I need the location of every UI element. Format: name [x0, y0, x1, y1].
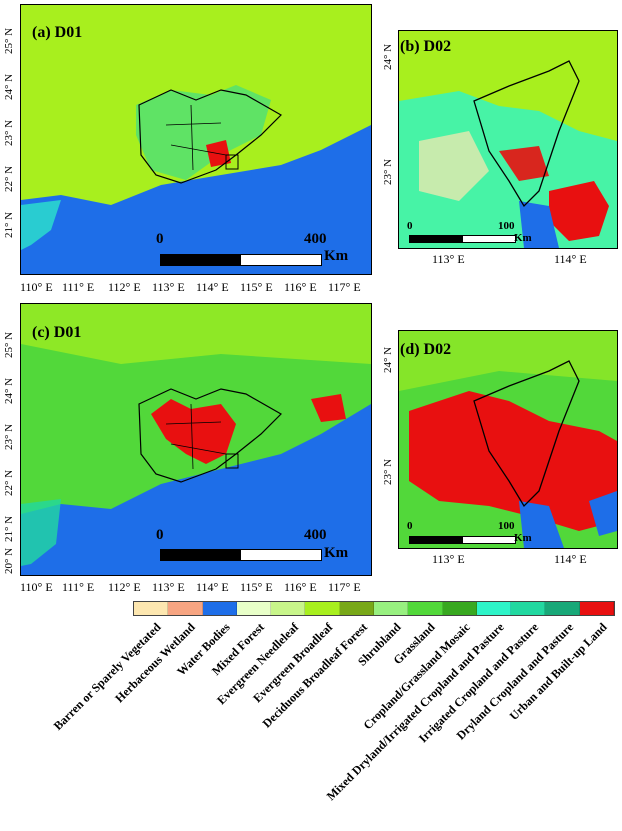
map-panel-c — [20, 303, 372, 576]
legend-swatch-7 — [373, 602, 409, 615]
map-a-canvas — [21, 5, 371, 274]
legend-swatch-13 — [579, 602, 614, 615]
panel-c-label: (c) D01 — [32, 324, 82, 341]
legend-swatch-2 — [202, 602, 237, 615]
scale-end-b: 100 — [498, 220, 515, 232]
scale-unit-a: Km — [324, 248, 349, 264]
scale-end-c: 400 — [304, 527, 327, 543]
scale-unit-d: Km — [514, 532, 532, 544]
scale-bar-c — [160, 549, 322, 561]
legend-color-bar — [133, 601, 615, 616]
scale-end-d: 100 — [498, 520, 515, 532]
lon-tick-a-3: 113° E — [152, 280, 185, 294]
map-panel-a — [20, 4, 372, 275]
legend-swatch-10 — [476, 602, 512, 615]
lat-tick-c-4: 24° N — [3, 377, 15, 404]
lat-tick-b-1: 24° N — [382, 43, 394, 70]
lat-tick-c-1: 21° N — [3, 515, 15, 542]
lat-tick-d-1: 24° N — [382, 346, 394, 373]
lon-tick-d-1: 114° E — [554, 552, 587, 566]
map-d-canvas — [399, 331, 617, 548]
lon-tick-a-7: 117° E — [328, 280, 361, 294]
scale-bar-b — [409, 235, 516, 243]
lon-tick-a-5: 115° E — [240, 280, 273, 294]
scale-start-b: 0 — [407, 220, 413, 232]
legend-swatch-5 — [305, 602, 340, 615]
lat-tick-c-0: 20° N — [3, 547, 15, 574]
legend-swatch-11 — [511, 602, 546, 615]
lon-tick-a-2: 112° E — [108, 280, 141, 294]
legend-swatch-3 — [236, 602, 272, 615]
lon-tick-a-6: 116° E — [284, 280, 317, 294]
legend-swatch-9 — [442, 602, 477, 615]
lon-tick-c-7: 117° E — [328, 580, 361, 594]
panel-d-label: (d) D02 — [400, 341, 452, 358]
lon-tick-b-1: 114° E — [554, 252, 587, 266]
lat-tick-a-0: 21° N — [3, 211, 15, 238]
scale-start-a: 0 — [156, 231, 164, 247]
lon-tick-a-0: 110° E — [20, 280, 53, 294]
map-panel-b — [398, 30, 618, 249]
panel-a-label: (a) D01 — [32, 24, 83, 41]
lon-tick-a-4: 114° E — [196, 280, 229, 294]
lon-tick-c-6: 116° E — [284, 580, 317, 594]
scale-bar-d — [409, 536, 516, 544]
lat-tick-c-2: 22° N — [3, 469, 15, 496]
lon-tick-d-0: 113° E — [432, 552, 465, 566]
lon-tick-c-4: 114° E — [196, 580, 229, 594]
lon-tick-c-1: 111° E — [62, 580, 95, 594]
scale-bar-a — [160, 254, 322, 266]
scale-start-d: 0 — [407, 520, 413, 532]
lon-tick-a-1: 111° E — [62, 280, 95, 294]
scale-unit-b: Km — [514, 232, 532, 244]
lat-tick-a-1: 22° N — [3, 165, 15, 192]
lat-tick-a-3: 24° N — [3, 73, 15, 100]
lat-tick-b-0: 23° N — [382, 158, 394, 185]
lon-tick-c-0: 110° E — [20, 580, 53, 594]
map-c-canvas — [21, 304, 371, 575]
legend-swatch-0 — [134, 602, 169, 615]
lat-tick-a-2: 23° N — [3, 119, 15, 146]
lon-tick-c-5: 115° E — [240, 580, 273, 594]
legend-swatch-4 — [271, 602, 306, 615]
scale-end-a: 400 — [304, 231, 327, 247]
lat-tick-c-3: 23° N — [3, 423, 15, 450]
scale-start-c: 0 — [156, 527, 164, 543]
lat-tick-d-0: 23° N — [382, 458, 394, 485]
legend-swatch-6 — [339, 602, 374, 615]
map-b-canvas — [399, 31, 617, 248]
scale-unit-c: Km — [324, 545, 349, 561]
legend-swatch-12 — [545, 602, 580, 615]
lon-tick-c-3: 113° E — [152, 580, 185, 594]
lon-tick-c-2: 112° E — [108, 580, 141, 594]
legend-swatch-8 — [408, 602, 443, 615]
lat-tick-c-5: 25° N — [3, 331, 15, 358]
map-panel-d — [398, 330, 618, 549]
panel-b-label: (b) D02 — [400, 38, 452, 55]
lat-tick-a-4: 25° N — [3, 27, 15, 54]
legend-swatch-1 — [168, 602, 203, 615]
lon-tick-b-0: 113° E — [432, 252, 465, 266]
